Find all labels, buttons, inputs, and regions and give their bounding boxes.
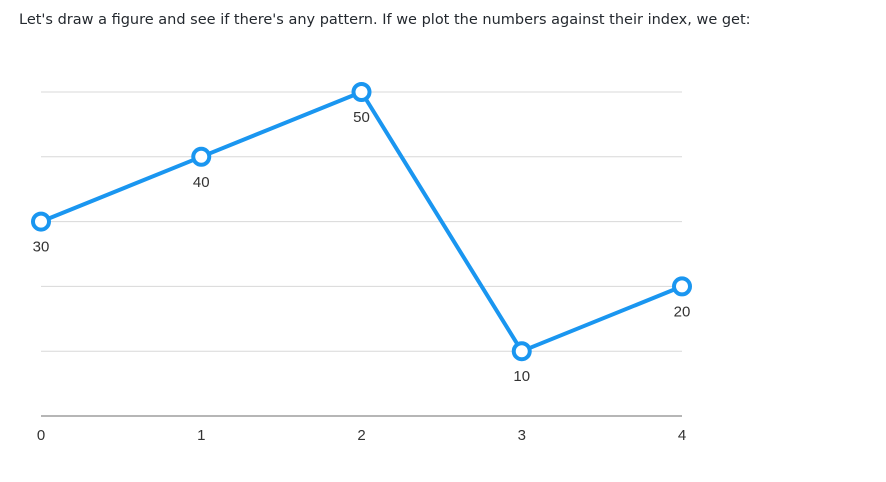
data-point-2 <box>351 82 372 102</box>
data-point-4 <box>672 276 692 297</box>
data-label-1: 40 <box>193 174 210 191</box>
data-label-4: 20 <box>674 303 691 320</box>
grid-lines <box>41 91 682 417</box>
data-label-3: 10 <box>513 368 530 385</box>
data-labels: 30 40 50 10 20 <box>33 109 691 385</box>
data-point-0 <box>31 211 51 232</box>
data-label-2: 50 <box>353 109 370 126</box>
x-tick-label-0: 0 <box>37 427 45 444</box>
x-tick-label-2: 2 <box>357 427 365 444</box>
data-point-3 <box>511 341 532 362</box>
data-points <box>31 82 692 362</box>
x-tick-label-3: 3 <box>518 427 526 444</box>
data-point-1 <box>191 146 212 167</box>
x-tick-label-1: 1 <box>197 427 205 444</box>
x-tick-labels: 0 1 2 3 4 <box>37 427 686 444</box>
data-label-0: 30 <box>33 239 50 256</box>
intro-text: Let's draw a figure and see if there's a… <box>19 12 751 28</box>
x-tick-label-4: 4 <box>678 427 686 444</box>
